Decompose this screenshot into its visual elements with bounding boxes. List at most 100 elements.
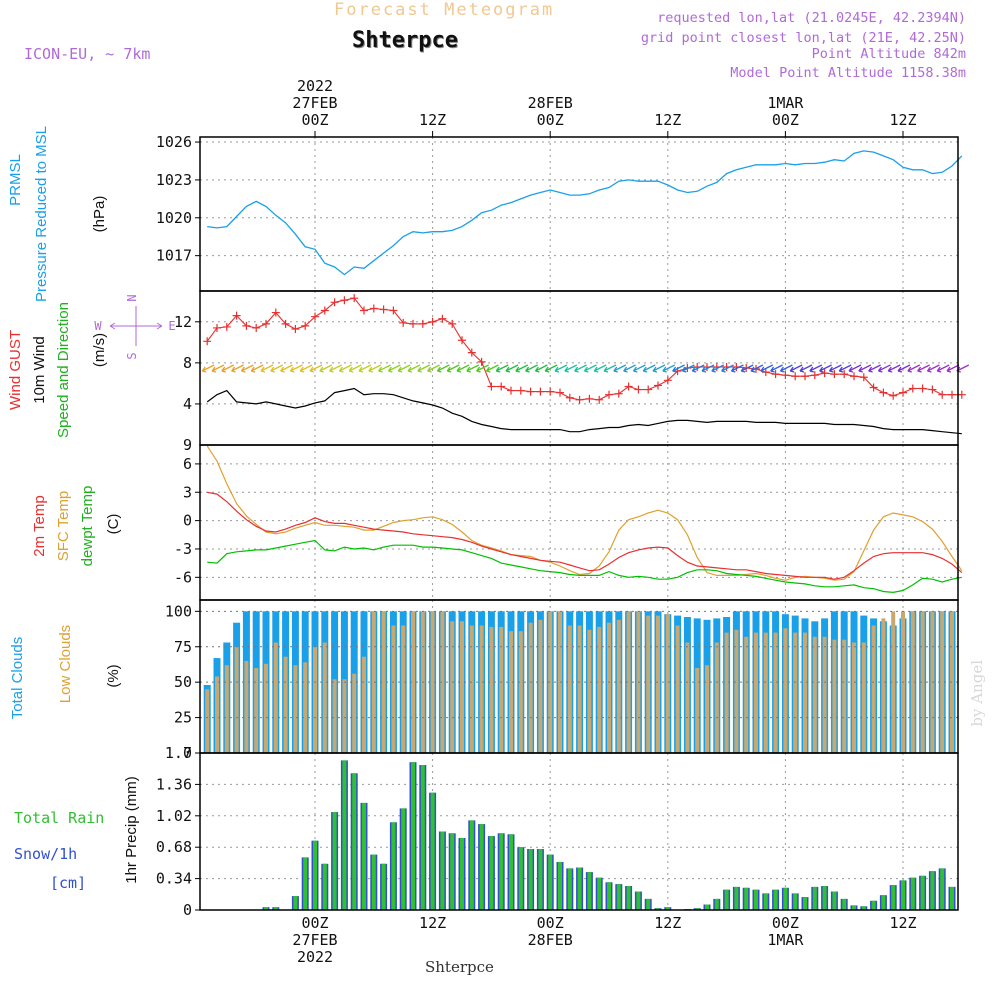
gust-marker (340, 296, 349, 305)
wind-unit: (m/s) (91, 333, 108, 367)
rain-bar (626, 886, 631, 910)
low-cloud-bar (332, 679, 337, 753)
temp-label-dew: dewpt Temp (79, 486, 96, 567)
wind-direction-arrow (250, 364, 264, 373)
wind-direction-arrow (711, 364, 725, 373)
gust-marker (438, 314, 447, 323)
gust-marker (614, 389, 623, 398)
rain-bar (861, 906, 866, 910)
gust-marker (271, 308, 280, 317)
time-label-top: 12Z (889, 111, 916, 129)
gust-marker (418, 319, 427, 328)
low-cloud-bar (675, 625, 680, 753)
wind-direction-arrow (730, 364, 744, 373)
time-label-bottom: 28FEB (528, 931, 573, 949)
y-tick-label: 25 (174, 709, 192, 727)
rain-bar (352, 773, 357, 910)
wind-direction-arrow (417, 364, 431, 373)
low-cloud-bar (803, 632, 807, 753)
wind-label-10m: 10m Wind (31, 336, 48, 404)
time-label-bottom: 00Z (772, 914, 799, 932)
time-label-top: 00Z (537, 111, 564, 129)
time-label-bottom: 1MAR (767, 931, 804, 949)
wind-direction-arrow (368, 364, 382, 373)
gust-marker (360, 306, 368, 315)
rain-bar (577, 867, 582, 910)
y-tick-label: 0 (183, 901, 192, 919)
gust-marker (948, 390, 956, 399)
rain-bar (920, 875, 925, 910)
low-cloud-bar (734, 629, 739, 754)
rain-bar (881, 895, 886, 910)
rain-bar (891, 885, 896, 910)
low-cloud-bar (685, 642, 690, 753)
low-cloud-bar (528, 622, 533, 753)
low-cloud-bar (293, 665, 298, 753)
wind-direction-arrow (358, 364, 372, 373)
y-tick-label: 4 (183, 395, 192, 413)
low-cloud-bar (842, 639, 847, 753)
wind-direction-arrow (799, 364, 813, 373)
wind-direction-arrow (299, 364, 313, 373)
rain-bar (901, 880, 905, 910)
low-cloud-bar (754, 632, 758, 753)
wind-direction-arrow (387, 364, 401, 373)
y-tick-label: 75 (174, 638, 192, 656)
time-label-bottom: 12Z (654, 914, 681, 932)
temp-unit: (C) (105, 514, 122, 535)
rain-bar (479, 824, 484, 910)
time-label-bottom: 12Z (889, 914, 916, 932)
wind-direction-arrow (554, 364, 568, 373)
rain-bar (812, 886, 817, 910)
rain-bar (607, 882, 611, 910)
gust-marker (575, 395, 584, 404)
gust-marker (350, 294, 359, 303)
low-cloud-bar (234, 646, 239, 754)
closest-coords: grid point closest lon,lat (21E, 42.25N) (640, 30, 966, 46)
time-label-top: 2022 (297, 77, 333, 95)
rain-bar (567, 868, 572, 910)
gust-marker (281, 319, 290, 328)
forecast-title: Forecast Meteogram (334, 0, 555, 20)
gust-marker (879, 388, 888, 397)
wind-direction-arrow (623, 364, 636, 373)
gust-marker (624, 382, 633, 391)
rain-bar (714, 898, 719, 910)
y-tick-label: 12 (174, 313, 192, 331)
low-cloud-bar (577, 625, 582, 753)
low-cloud-bar (450, 621, 455, 754)
low-cloud-bar (920, 611, 925, 753)
temp-label-2m: 2m Temp (31, 495, 48, 556)
wind-direction-arrow (691, 364, 705, 373)
gust-marker (938, 390, 947, 399)
gust-marker (330, 298, 339, 307)
rain-bar (499, 833, 504, 910)
low-cloud-bar (724, 632, 729, 753)
wind-gust-line (206, 297, 962, 401)
time-label-bottom: 12Z (419, 914, 446, 932)
gust-marker (605, 390, 613, 399)
wind-direction-arrow (701, 364, 715, 373)
wind-direction-arrow (770, 364, 783, 373)
gust-marker (222, 322, 231, 331)
wind-direction-arrow (240, 364, 254, 373)
wind-direction-arrow (309, 364, 323, 373)
low-cloud-bar (499, 626, 504, 753)
wind-direction-arrow (828, 364, 842, 373)
wind-direction-arrow (760, 364, 774, 373)
wind-direction-arrow (319, 364, 333, 373)
precip-label-rain: Total Rain (14, 809, 104, 827)
rain-bar (293, 896, 298, 910)
rain-bar (538, 849, 543, 910)
y-tick-label: -6 (174, 568, 192, 586)
pressure-label-1: PRMSL (7, 154, 24, 206)
gust-marker (448, 319, 457, 328)
gust-marker (654, 381, 662, 390)
model-label: ICON-EU, ~ 7km (24, 45, 151, 63)
gust-marker (928, 385, 937, 394)
rain-bar (381, 863, 386, 910)
gust-marker (889, 391, 898, 400)
wind-direction-arrow (397, 364, 411, 373)
